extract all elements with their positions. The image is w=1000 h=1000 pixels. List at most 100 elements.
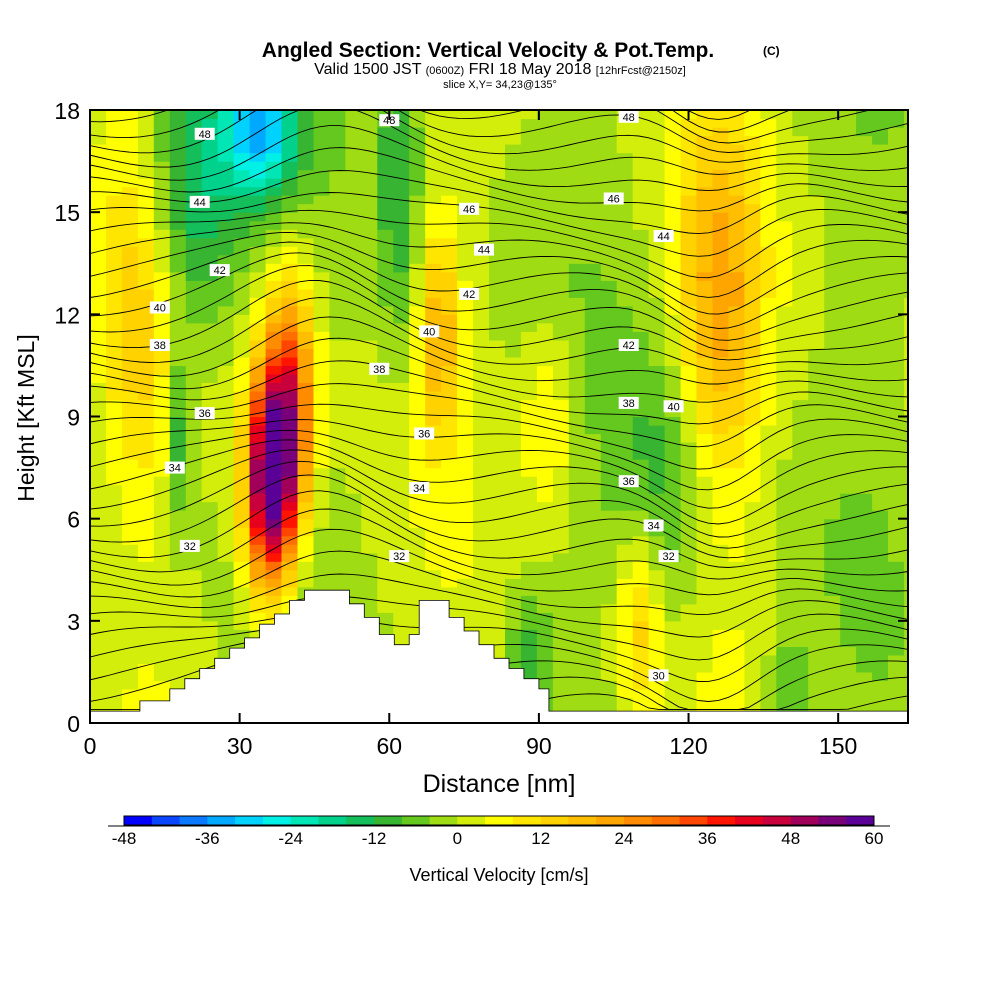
velocity-cell bbox=[233, 314, 251, 324]
velocity-cell bbox=[568, 654, 586, 664]
velocity-cell bbox=[632, 331, 650, 341]
theta-contour-line bbox=[90, 241, 908, 329]
velocity-cell bbox=[153, 195, 171, 205]
velocity-cell bbox=[664, 348, 682, 358]
velocity-cell bbox=[106, 382, 123, 392]
velocity-cell bbox=[489, 510, 506, 520]
velocity-cell bbox=[792, 127, 809, 137]
velocity-cell bbox=[361, 271, 378, 281]
velocity-cell bbox=[121, 493, 139, 503]
velocity-cell bbox=[856, 203, 873, 213]
velocity-cell bbox=[840, 178, 857, 188]
velocity-cell bbox=[840, 595, 857, 605]
velocity-cell bbox=[201, 169, 219, 179]
velocity-cell bbox=[233, 297, 251, 307]
velocity-cell bbox=[441, 382, 458, 392]
velocity-cell bbox=[536, 331, 554, 341]
velocity-cell bbox=[904, 637, 908, 647]
velocity-cell bbox=[201, 535, 219, 545]
velocity-cell bbox=[648, 331, 666, 341]
velocity-cell bbox=[696, 229, 714, 239]
velocity-cell bbox=[648, 212, 666, 222]
velocity-cell bbox=[313, 127, 331, 137]
velocity-cell bbox=[632, 578, 650, 588]
velocity-cell bbox=[872, 535, 889, 545]
velocity-cell bbox=[457, 510, 474, 520]
velocity-cell bbox=[696, 578, 714, 588]
velocity-cell bbox=[233, 501, 251, 511]
velocity-cell bbox=[856, 271, 873, 281]
velocity-cell bbox=[616, 527, 634, 537]
velocity-cell bbox=[185, 263, 203, 273]
velocity-cell bbox=[281, 561, 299, 571]
velocity-cell bbox=[664, 586, 682, 596]
velocity-cell bbox=[169, 271, 187, 281]
velocity-cell bbox=[106, 178, 123, 188]
velocity-cell bbox=[169, 620, 187, 630]
velocity-cell bbox=[520, 425, 538, 435]
velocity-cell bbox=[840, 110, 857, 120]
slice-label: slice X,Y= 34,23@135° bbox=[443, 79, 557, 91]
velocity-cell bbox=[856, 365, 873, 375]
velocity-cell bbox=[393, 442, 410, 452]
velocity-cell bbox=[520, 237, 538, 247]
velocity-cell bbox=[824, 595, 841, 605]
velocity-cell bbox=[712, 663, 730, 673]
velocity-cell bbox=[664, 612, 682, 622]
velocity-cell bbox=[217, 220, 235, 230]
theta-contours bbox=[90, 110, 908, 710]
velocity-cell bbox=[664, 322, 682, 332]
velocity-cell bbox=[121, 433, 139, 443]
velocity-cell bbox=[792, 646, 809, 656]
velocity-cell bbox=[824, 612, 841, 622]
velocity-cell bbox=[536, 399, 554, 409]
velocity-cell bbox=[233, 144, 251, 154]
velocity-cell bbox=[888, 280, 905, 290]
velocity-cell bbox=[233, 450, 251, 460]
velocity-cell bbox=[600, 680, 618, 690]
velocity-cell bbox=[137, 518, 155, 528]
velocity-cell bbox=[329, 271, 346, 281]
velocity-cell bbox=[90, 637, 107, 647]
contour-label-text: 32 bbox=[184, 541, 196, 553]
velocity-cell bbox=[888, 680, 905, 690]
velocity-cell bbox=[505, 561, 522, 571]
velocity-cell bbox=[137, 680, 155, 690]
velocity-cell bbox=[744, 433, 761, 443]
velocity-cell bbox=[153, 280, 171, 290]
velocity-cell bbox=[680, 237, 698, 247]
velocity-cell bbox=[505, 127, 522, 137]
velocity-cell bbox=[904, 620, 908, 630]
velocity-cell bbox=[824, 552, 841, 562]
velocity-cell bbox=[297, 416, 315, 426]
velocity-cell bbox=[520, 391, 538, 401]
velocity-cell bbox=[121, 569, 139, 579]
velocity-cell bbox=[265, 127, 283, 137]
velocity-cell bbox=[329, 535, 346, 545]
velocity-cell bbox=[361, 169, 378, 179]
velocity-cell bbox=[217, 467, 235, 477]
velocity-cell bbox=[425, 535, 442, 545]
velocity-cell bbox=[552, 339, 570, 349]
velocity-cell bbox=[568, 671, 586, 681]
velocity-cell bbox=[712, 348, 730, 358]
velocity-cell bbox=[153, 688, 171, 698]
velocity-cell bbox=[90, 135, 107, 145]
velocity-cell bbox=[568, 629, 586, 639]
velocity-cell bbox=[520, 305, 538, 315]
velocity-cell bbox=[377, 169, 394, 179]
velocity-cell bbox=[409, 535, 426, 545]
velocity-cell bbox=[728, 178, 745, 188]
velocity-cell bbox=[345, 561, 362, 571]
velocity-cell bbox=[441, 425, 458, 435]
velocity-cell bbox=[568, 518, 586, 528]
velocity-cell bbox=[137, 356, 155, 366]
velocity-cell bbox=[489, 365, 506, 375]
velocity-cell bbox=[872, 510, 889, 520]
velocity-cell bbox=[792, 237, 809, 247]
velocity-cell bbox=[90, 212, 107, 222]
velocity-cell bbox=[904, 203, 908, 213]
velocity-cell bbox=[169, 425, 187, 435]
velocity-cell bbox=[185, 271, 203, 281]
contour-label-text: 40 bbox=[423, 326, 435, 338]
